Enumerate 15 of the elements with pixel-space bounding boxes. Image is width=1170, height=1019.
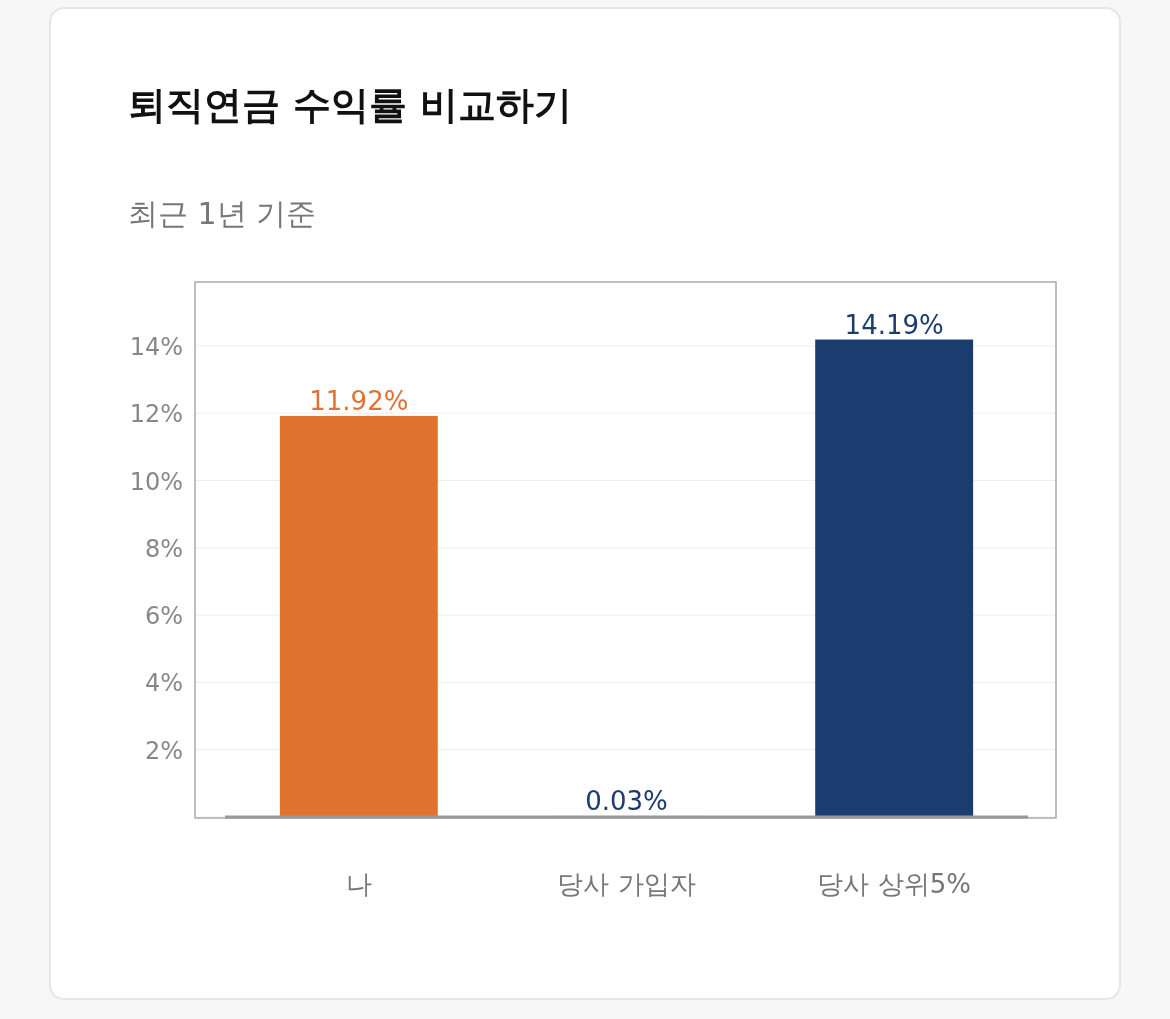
x-tick-label: 나: [345, 869, 372, 899]
x-tick-label: 당사 가입자: [557, 869, 696, 899]
y-tick-label: 10%: [129, 467, 183, 496]
y-tick-label: 8%: [144, 534, 183, 563]
y-tick-label: 2%: [144, 736, 183, 765]
chart-subtitle: 최근 1년 기준: [128, 196, 317, 231]
y-tick-label: 14%: [129, 332, 183, 361]
data-label: 11.92%: [309, 385, 409, 416]
data-label: 0.03%: [585, 785, 668, 816]
chart-title: 퇴직연금 수익률 비교하기: [128, 83, 573, 127]
y-tick-label: 4%: [144, 669, 183, 698]
y-tick-label: 6%: [144, 602, 183, 631]
y-tick-label: 12%: [129, 400, 183, 429]
data-label: 14.19%: [844, 309, 944, 340]
x-tick-label: 당사 상위5%: [817, 869, 971, 899]
